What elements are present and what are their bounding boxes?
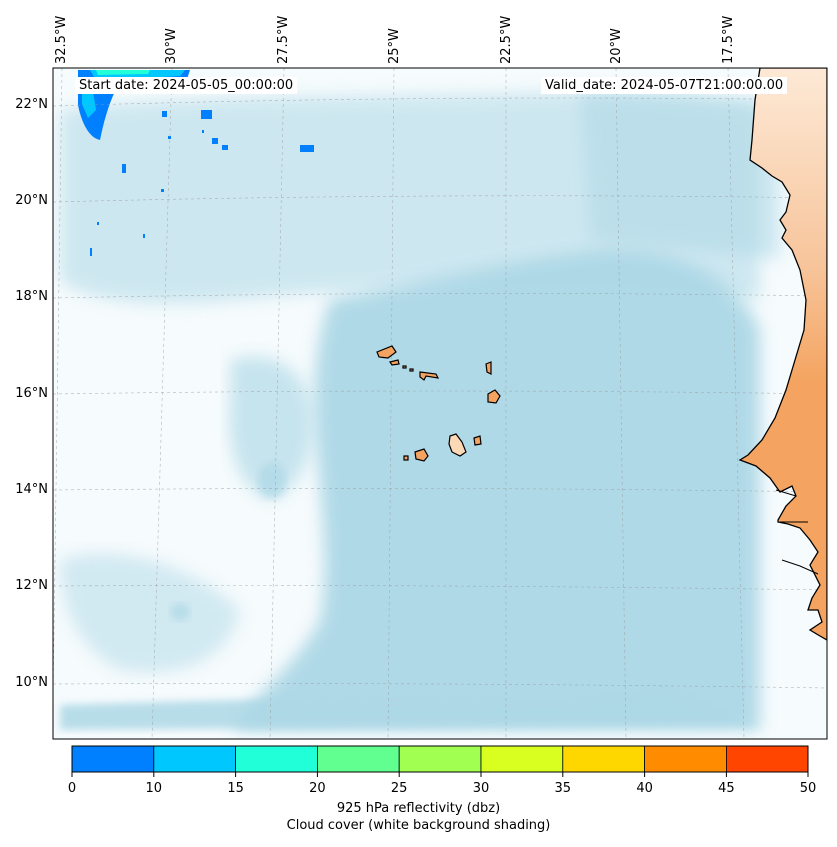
colorbar-bin-35-40 <box>562 745 645 773</box>
lon-label-27-5w: 27.5°W <box>276 15 291 64</box>
colorbar-title: 925 hPa reflectivity (dbz) <box>336 801 501 816</box>
colorbar-tick-10: 10 <box>145 781 163 796</box>
lat-label-20n: 20°N <box>15 193 48 208</box>
colorbar-bin-0-10 <box>71 745 155 773</box>
colorbar-tick-45: 45 <box>718 781 735 796</box>
lat-label-16n: 16°N <box>15 386 48 401</box>
colorbar-tick-40: 40 <box>636 781 653 796</box>
colorbar-bin-20-25 <box>316 745 400 773</box>
colorbar-bin-45-50 <box>726 745 809 773</box>
colorbar <box>71 745 809 773</box>
colorbar-bin-10-15 <box>153 745 237 773</box>
colorbar-tick-35: 35 <box>554 781 572 796</box>
cape-verde-islands <box>376 345 501 462</box>
colorbar-bin-40-45 <box>644 745 727 773</box>
cloud-cover-layer <box>53 68 827 739</box>
lon-label-30w: 30°W <box>164 28 179 64</box>
lon-label-25w: 25°W <box>387 28 402 64</box>
lon-label-17-5w: 17.5°W <box>721 15 736 64</box>
colorbar-ticks <box>71 772 809 777</box>
lat-label-12n: 12°N <box>15 578 48 593</box>
lon-label-32-5w: 32.5°W <box>54 15 69 64</box>
west-africa-land <box>738 68 827 641</box>
colorbar-bin-30-35 <box>480 745 564 773</box>
colorbar-tick-15: 15 <box>227 781 244 796</box>
colorbar-tick-25: 25 <box>390 781 408 796</box>
lon-label-22-5w: 22.5°W <box>499 15 514 64</box>
lon-label-20w: 20°W <box>609 28 624 64</box>
colorbar-tick-50: 50 <box>799 781 817 796</box>
graticule <box>53 68 827 739</box>
colorbar-subtitle: Cloud cover (white background shading) <box>286 818 551 833</box>
colorbar-tick-30: 30 <box>472 781 490 796</box>
colorbar-tick-20: 20 <box>309 781 326 796</box>
lat-label-14n: 14°N <box>15 482 48 497</box>
lat-label-10n: 10°N <box>15 675 48 690</box>
lat-label-22n: 22°N <box>15 97 48 112</box>
start-date-label: Start date: 2024-05-05_00:00:00 <box>75 77 298 94</box>
valid-date-label: Valid_date: 2024-05-07T21:00:00.00 <box>541 77 788 94</box>
colorbar-tick-0: 0 <box>67 781 77 796</box>
lat-label-18n: 18°N <box>15 289 48 304</box>
map-frame <box>52 67 828 740</box>
colorbar-bin-15-20 <box>235 745 318 773</box>
colorbar-bin-25-30 <box>398 745 482 773</box>
